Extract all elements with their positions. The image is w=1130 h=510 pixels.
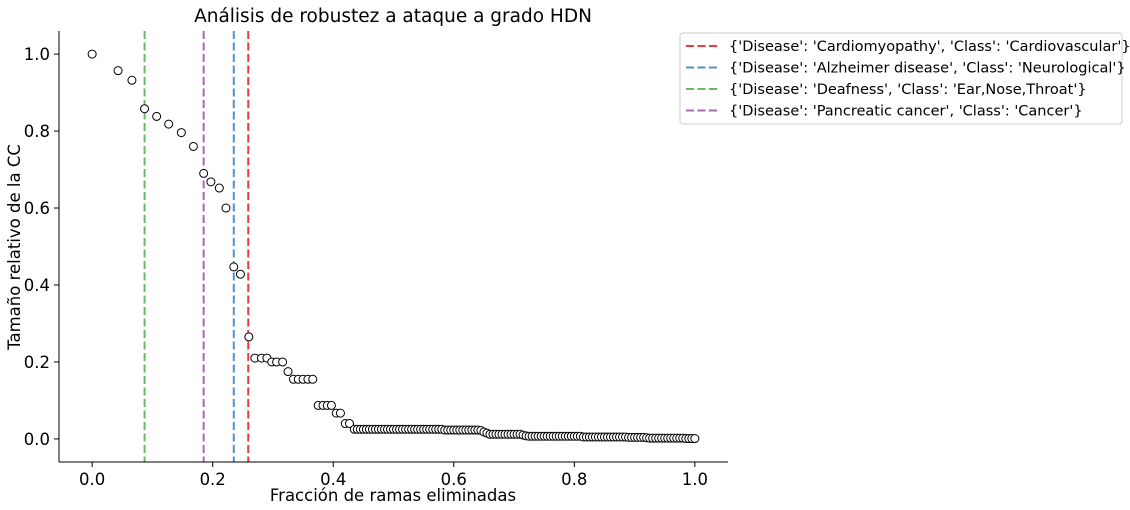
data-point — [279, 358, 287, 366]
data-points — [88, 50, 699, 442]
data-point — [141, 105, 149, 113]
data-point — [207, 178, 215, 186]
data-point — [336, 409, 344, 417]
data-point — [165, 120, 173, 128]
data-point — [88, 50, 96, 58]
data-point — [222, 204, 230, 212]
y-tick-label: 0.8 — [24, 122, 50, 141]
x-tick-label: 0.0 — [79, 470, 105, 489]
y-tick-label: 1.0 — [24, 45, 50, 64]
legend-label-0: {'Disease': 'Cardiomyopathy', 'Class': '… — [729, 39, 1130, 55]
legend-label-3: {'Disease': 'Pancreatic cancer', 'Class'… — [729, 104, 1083, 120]
x-ticks: 0.0 0.2 0.4 0.6 0.8 1.0 — [79, 462, 708, 489]
y-tick-label: 0.6 — [24, 199, 50, 218]
data-point — [177, 129, 185, 137]
data-point — [153, 112, 161, 120]
y-tick-label: 0.0 — [24, 430, 50, 449]
chart-title: Análisis de robustez a ataque a grado HD… — [194, 6, 592, 27]
y-ticks: 0.0 0.2 0.4 0.6 0.8 1.0 — [24, 45, 59, 449]
data-point — [128, 76, 136, 84]
data-point — [245, 333, 253, 341]
y-axis-label: Tamaño relativo de la CC — [5, 144, 24, 351]
x-tick-label: 1.0 — [682, 470, 708, 489]
x-tick-label: 0.8 — [561, 470, 587, 489]
x-tick-label: 0.2 — [200, 470, 226, 489]
axes — [59, 31, 728, 462]
legend-label-1: {'Disease': 'Alzheimer disease', 'Class'… — [729, 61, 1126, 77]
data-point — [309, 375, 317, 383]
data-point — [236, 270, 244, 278]
x-axis-label: Fracción de ramas eliminadas — [270, 486, 516, 505]
data-point — [189, 142, 197, 150]
y-tick-label: 0.4 — [24, 276, 50, 295]
y-tick-label: 0.2 — [24, 353, 50, 372]
vertical-marker-lines — [145, 31, 249, 462]
data-point — [215, 184, 223, 192]
data-point — [691, 435, 699, 443]
data-point — [327, 401, 335, 409]
legend: {'Disease': 'Cardiomyopathy', 'Class': '… — [680, 33, 1130, 124]
data-point — [284, 368, 292, 376]
legend-label-2: {'Disease': 'Deafness', 'Class': 'Ear,No… — [729, 82, 1087, 98]
data-point — [114, 67, 122, 75]
data-point — [230, 263, 238, 271]
data-point — [200, 169, 208, 177]
